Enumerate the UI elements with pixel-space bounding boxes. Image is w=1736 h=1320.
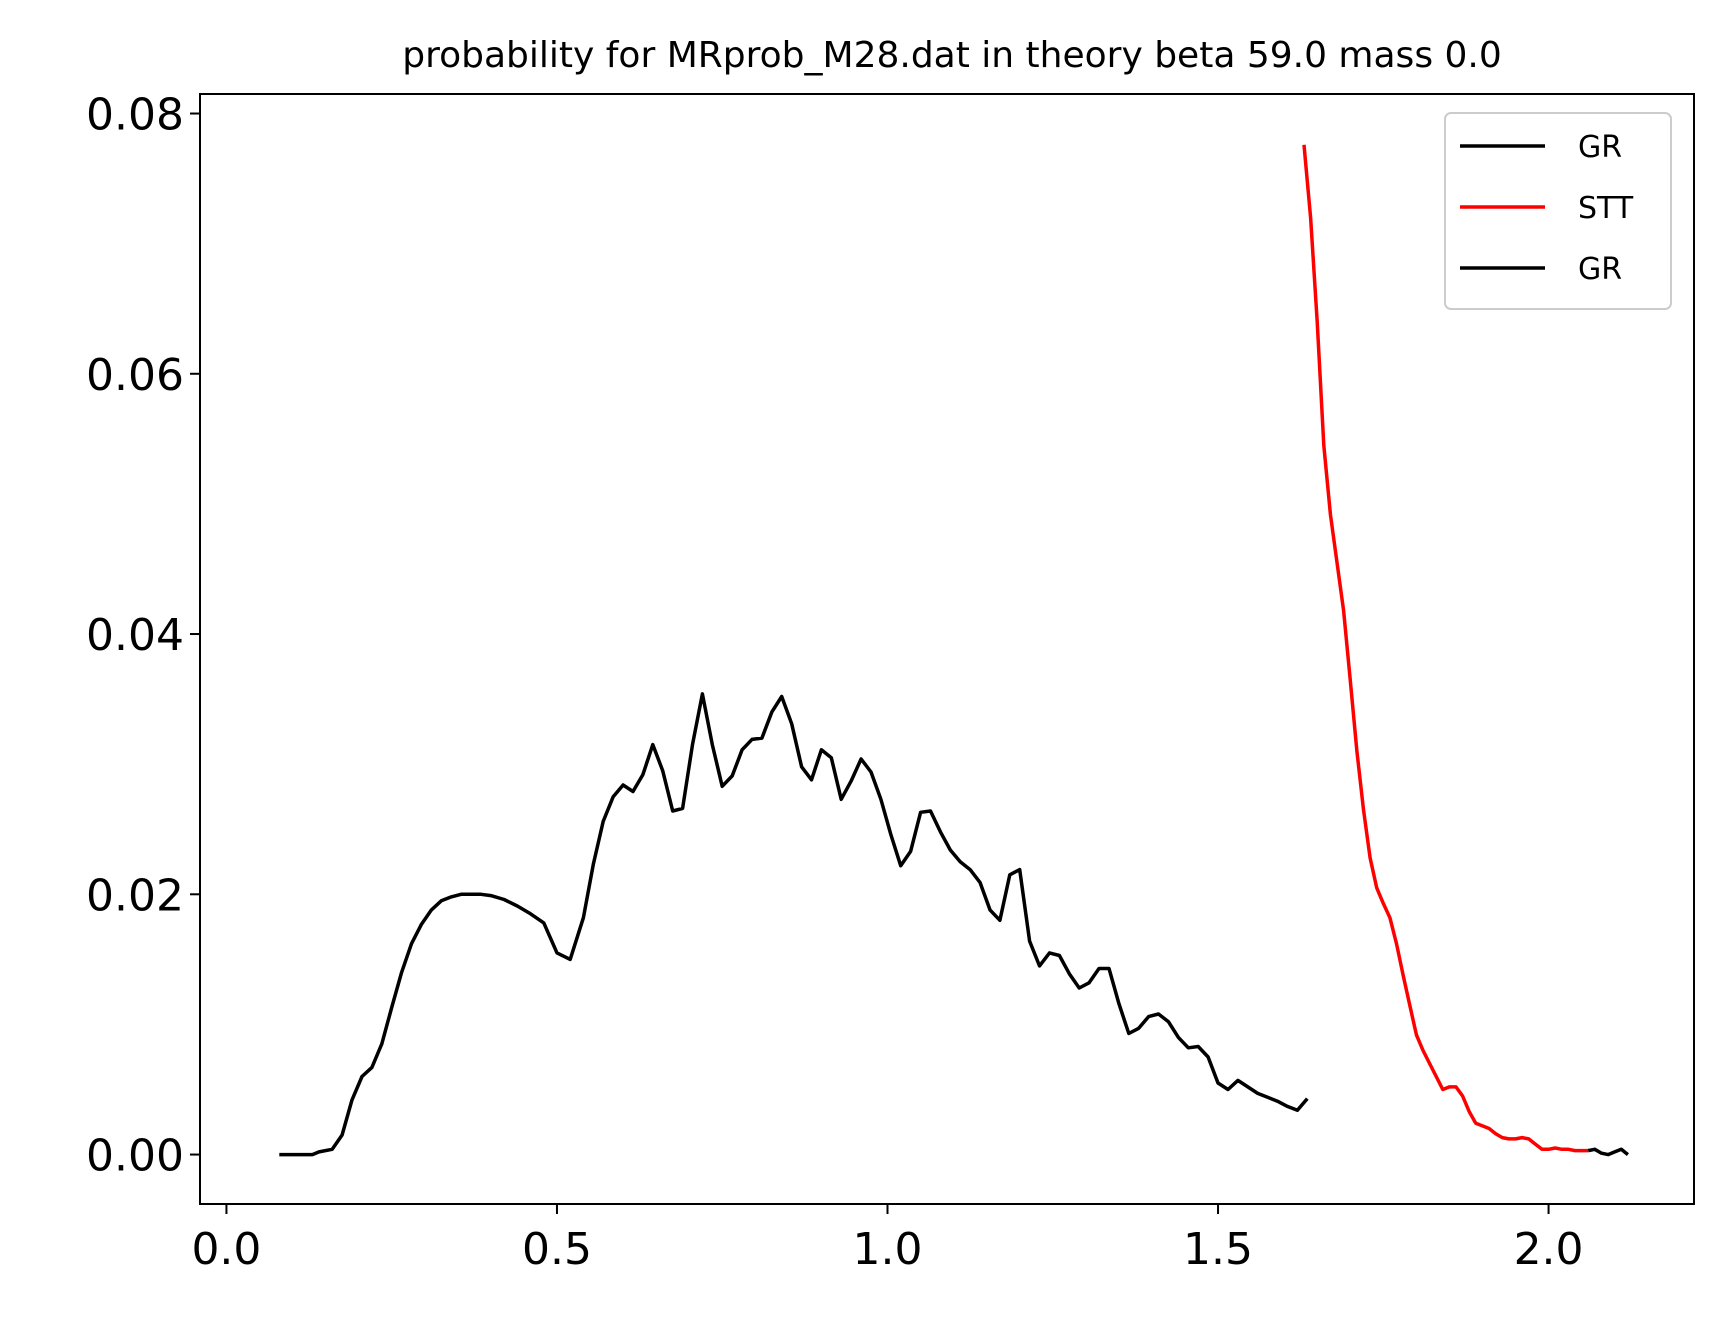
series-line-gr-1 bbox=[279, 692, 1309, 1157]
chart-title: probability for MRprob_M28.dat in theory… bbox=[402, 35, 1502, 76]
legend-box bbox=[1444, 112, 1672, 310]
x-tick-label: 1.0 bbox=[853, 1224, 923, 1275]
plot-lines bbox=[279, 144, 1629, 1157]
legend-label-stt: STT bbox=[1578, 191, 1634, 226]
plot-frame bbox=[199, 93, 1695, 1205]
series-line-stt-2 bbox=[1302, 144, 1589, 1153]
y-tick-label: 0.06 bbox=[86, 350, 184, 401]
y-tick-label: 0.02 bbox=[86, 870, 184, 921]
x-tick-label: 0.5 bbox=[522, 1224, 592, 1275]
y-tick-label: 0.04 bbox=[86, 610, 184, 661]
x-tick-label: 1.5 bbox=[1183, 1224, 1253, 1275]
y-axis: 0.00 0.02 0.04 0.06 0.08 bbox=[86, 90, 200, 1182]
x-axis: 0.0 0.5 1.0 1.5 2.0 bbox=[191, 1204, 1584, 1275]
legend-label-gr-2: GR bbox=[1578, 252, 1622, 287]
x-tick-label: 0.0 bbox=[191, 1224, 261, 1275]
y-tick-label: 0.00 bbox=[86, 1131, 184, 1182]
y-tick-label: 0.08 bbox=[86, 90, 184, 141]
series-line-gr-3 bbox=[1587, 1147, 1629, 1157]
x-tick-label: 2.0 bbox=[1514, 1224, 1584, 1275]
legend-label-gr: GR bbox=[1578, 130, 1622, 165]
legend: GR STT GR bbox=[1444, 112, 1672, 310]
